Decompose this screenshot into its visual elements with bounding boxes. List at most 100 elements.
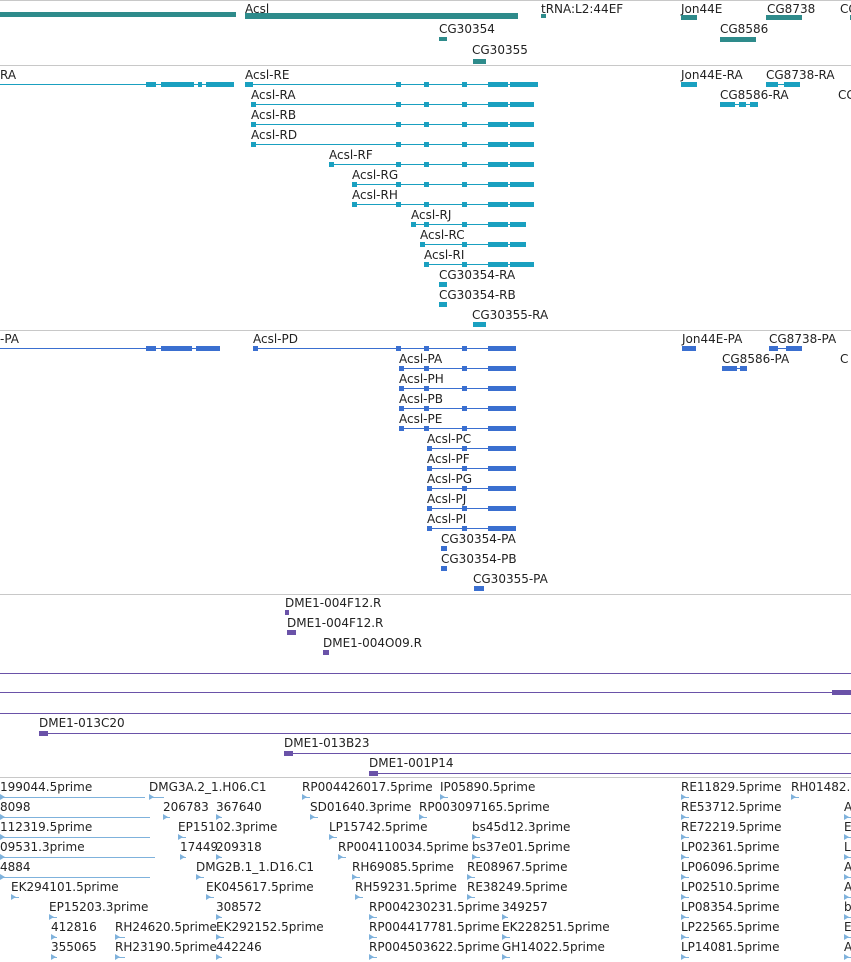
exon-block[interactable] (39, 731, 48, 736)
exon-block[interactable] (439, 302, 447, 307)
exon-block[interactable] (424, 162, 429, 167)
exon-block[interactable] (424, 262, 429, 267)
exon-block[interactable] (396, 102, 401, 107)
feature-label[interactable]: Jon44E-PA (682, 332, 743, 346)
exon-block[interactable] (424, 142, 429, 147)
exon-block[interactable] (396, 162, 401, 167)
feature-label[interactable]: Acsl-RC (420, 228, 465, 242)
strand-arrow[interactable] (844, 894, 849, 900)
exon-block[interactable] (832, 690, 851, 695)
exon-block[interactable] (488, 426, 516, 431)
feature-label[interactable]: Acsl-PA (399, 352, 443, 366)
exon-block[interactable] (488, 182, 508, 187)
feature-label[interactable]: Acsl-RG (352, 168, 399, 182)
exon-block[interactable] (427, 506, 432, 511)
feature-label[interactable]: EK294101.5prime (11, 880, 119, 894)
feature-label[interactable]: CG30354-RA (439, 268, 516, 282)
exon-block[interactable] (146, 82, 156, 87)
feature-label[interactable]: CG8586 (720, 22, 769, 36)
exon-block[interactable] (510, 122, 534, 127)
strand-arrow[interactable] (302, 794, 307, 800)
feature-label[interactable]: IP05890.5prime (440, 780, 536, 794)
exon-block[interactable] (510, 202, 534, 207)
strand-arrow[interactable] (502, 954, 507, 960)
exon-block[interactable] (681, 82, 697, 87)
feature-label[interactable]: LP22565.5prime (681, 920, 780, 934)
feature-label[interactable]: Jon44E (681, 2, 723, 16)
exon-block[interactable] (784, 82, 800, 87)
gene-bar[interactable] (681, 15, 697, 20)
exon-block[interactable] (424, 426, 429, 431)
exon-block[interactable] (206, 82, 234, 87)
feature-label[interactable]: RP003097165.5prime (419, 800, 550, 814)
feature-label[interactable]: RP004426017.5prime (302, 780, 433, 794)
strand-arrow[interactable] (502, 934, 507, 940)
exon-block[interactable] (396, 182, 401, 187)
feature-label[interactable]: Acsl-RF (329, 148, 373, 162)
feature-label[interactable]: A (844, 940, 851, 954)
strand-arrow[interactable] (49, 914, 54, 920)
exon-block[interactable] (488, 262, 508, 267)
feature-label[interactable]: DME1-004F12.R (287, 616, 384, 630)
exon-block[interactable] (284, 751, 293, 756)
strand-arrow[interactable] (472, 854, 477, 860)
exon-block[interactable] (424, 386, 429, 391)
exon-block[interactable] (462, 466, 467, 471)
feature-label[interactable]: 355065 (51, 940, 97, 954)
feature-label[interactable]: RH69085.5prime (352, 860, 454, 874)
feature-label[interactable]: E (844, 820, 851, 834)
exon-block[interactable] (253, 346, 258, 351)
exon-block[interactable] (488, 506, 516, 511)
exon-block[interactable] (488, 242, 508, 247)
exon-block[interactable] (424, 182, 429, 187)
exon-block[interactable] (161, 346, 192, 351)
feature-label[interactable]: Acsl-PC (427, 432, 472, 446)
feature-label[interactable]: RP004110034.5prime (338, 840, 469, 854)
feature-label[interactable]: CG8586-RA (720, 88, 789, 102)
feature-label[interactable]: CG30354 (439, 22, 495, 36)
feature-label[interactable]: CG30355-PA (473, 572, 548, 586)
feature-label[interactable]: Acsl-RD (251, 128, 298, 142)
feature-label[interactable]: RE72219.5prime (681, 820, 782, 834)
feature-label[interactable]: DME1-013B23 (284, 736, 370, 750)
exon-block[interactable] (462, 526, 467, 531)
feature-label[interactable]: RP004503622.5prime (369, 940, 500, 954)
exon-block[interactable] (424, 222, 429, 227)
strand-arrow[interactable] (844, 854, 849, 860)
exon-block[interactable] (473, 322, 486, 327)
exon-block[interactable] (198, 82, 202, 87)
exon-block[interactable] (396, 346, 401, 351)
exon-block[interactable] (462, 82, 467, 87)
exon-block[interactable] (462, 182, 467, 187)
feature-label[interactable]: DME1-013C20 (39, 716, 125, 730)
exon-block[interactable] (323, 650, 329, 655)
exon-block[interactable] (462, 426, 467, 431)
gene-bar[interactable] (766, 15, 802, 20)
exon-block[interactable] (474, 586, 484, 591)
feature-label[interactable]: CG (838, 88, 851, 102)
exon-block[interactable] (510, 142, 534, 147)
feature-label[interactable]: Acsl-PG (427, 472, 473, 486)
exon-block[interactable] (720, 102, 735, 107)
feature-label[interactable]: CG30354-RB (439, 288, 516, 302)
strand-arrow[interactable] (216, 814, 221, 820)
strand-arrow[interactable] (681, 794, 686, 800)
feature-label[interactable]: SD01640.3prime (310, 800, 412, 814)
exon-block[interactable] (427, 446, 432, 451)
exon-block[interactable] (462, 142, 467, 147)
exon-block[interactable] (462, 262, 467, 267)
exon-block[interactable] (424, 202, 429, 207)
feature-label[interactable]: LP08354.5prime (681, 900, 780, 914)
feature-label[interactable]: bs37e01.5prime (472, 840, 571, 854)
feature-label[interactable]: Acsl-PJ (427, 492, 467, 506)
feature-label[interactable]: 206783 (163, 800, 209, 814)
feature-label[interactable]: CG30355 (472, 43, 528, 57)
feature-label[interactable]: 349257 (502, 900, 548, 914)
feature-label[interactable]: 209318 (216, 840, 262, 854)
strand-arrow[interactable] (180, 854, 185, 860)
feature-label[interactable]: b (844, 900, 851, 914)
strand-arrow[interactable] (369, 934, 374, 940)
strand-arrow[interactable] (681, 854, 686, 860)
strand-arrow[interactable] (472, 834, 477, 840)
feature-label[interactable]: CG8738-PA (769, 332, 837, 346)
